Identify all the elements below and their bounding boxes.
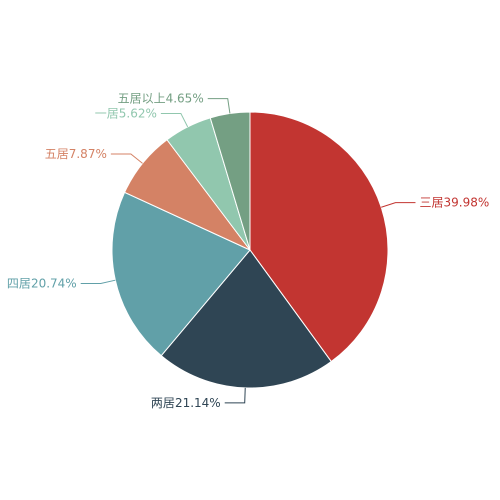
- slice-label: 两居21.14%: [151, 395, 221, 409]
- pie-slice: [160, 249, 332, 389]
- slice-name: 两居: [151, 395, 175, 409]
- slice-value: 21.14%: [175, 395, 221, 409]
- pie-slice: [249, 111, 389, 363]
- slice-value: 20.74%: [31, 276, 77, 290]
- pie-slice: [209, 111, 251, 251]
- leader-line: [224, 387, 246, 404]
- slice-label: 五居7.87%: [45, 147, 107, 161]
- slice-value: 4.65%: [166, 91, 204, 105]
- slice-label: 一居5.62%: [95, 106, 157, 120]
- pie-slice: [111, 191, 251, 357]
- leader-line: [80, 279, 116, 284]
- leader-line: [381, 202, 416, 208]
- slice-label: 五居以上4.65%: [118, 91, 204, 105]
- leader-line: [110, 153, 143, 164]
- slice-value: 7.87%: [69, 147, 107, 161]
- slice-name: 一居: [95, 106, 119, 120]
- slice-value: 39.98%: [443, 195, 489, 209]
- slice-name: 五居以上: [118, 91, 166, 105]
- leader-line: [160, 113, 189, 128]
- slice-name: 五居: [45, 147, 69, 161]
- slice-label: 四居20.74%: [7, 276, 77, 290]
- leader-line: [207, 98, 231, 114]
- slice-label: 三居39.98%: [419, 195, 489, 209]
- slice-name: 四居: [7, 276, 31, 290]
- slice-name: 三居: [419, 195, 443, 209]
- slice-value: 5.62%: [119, 106, 157, 120]
